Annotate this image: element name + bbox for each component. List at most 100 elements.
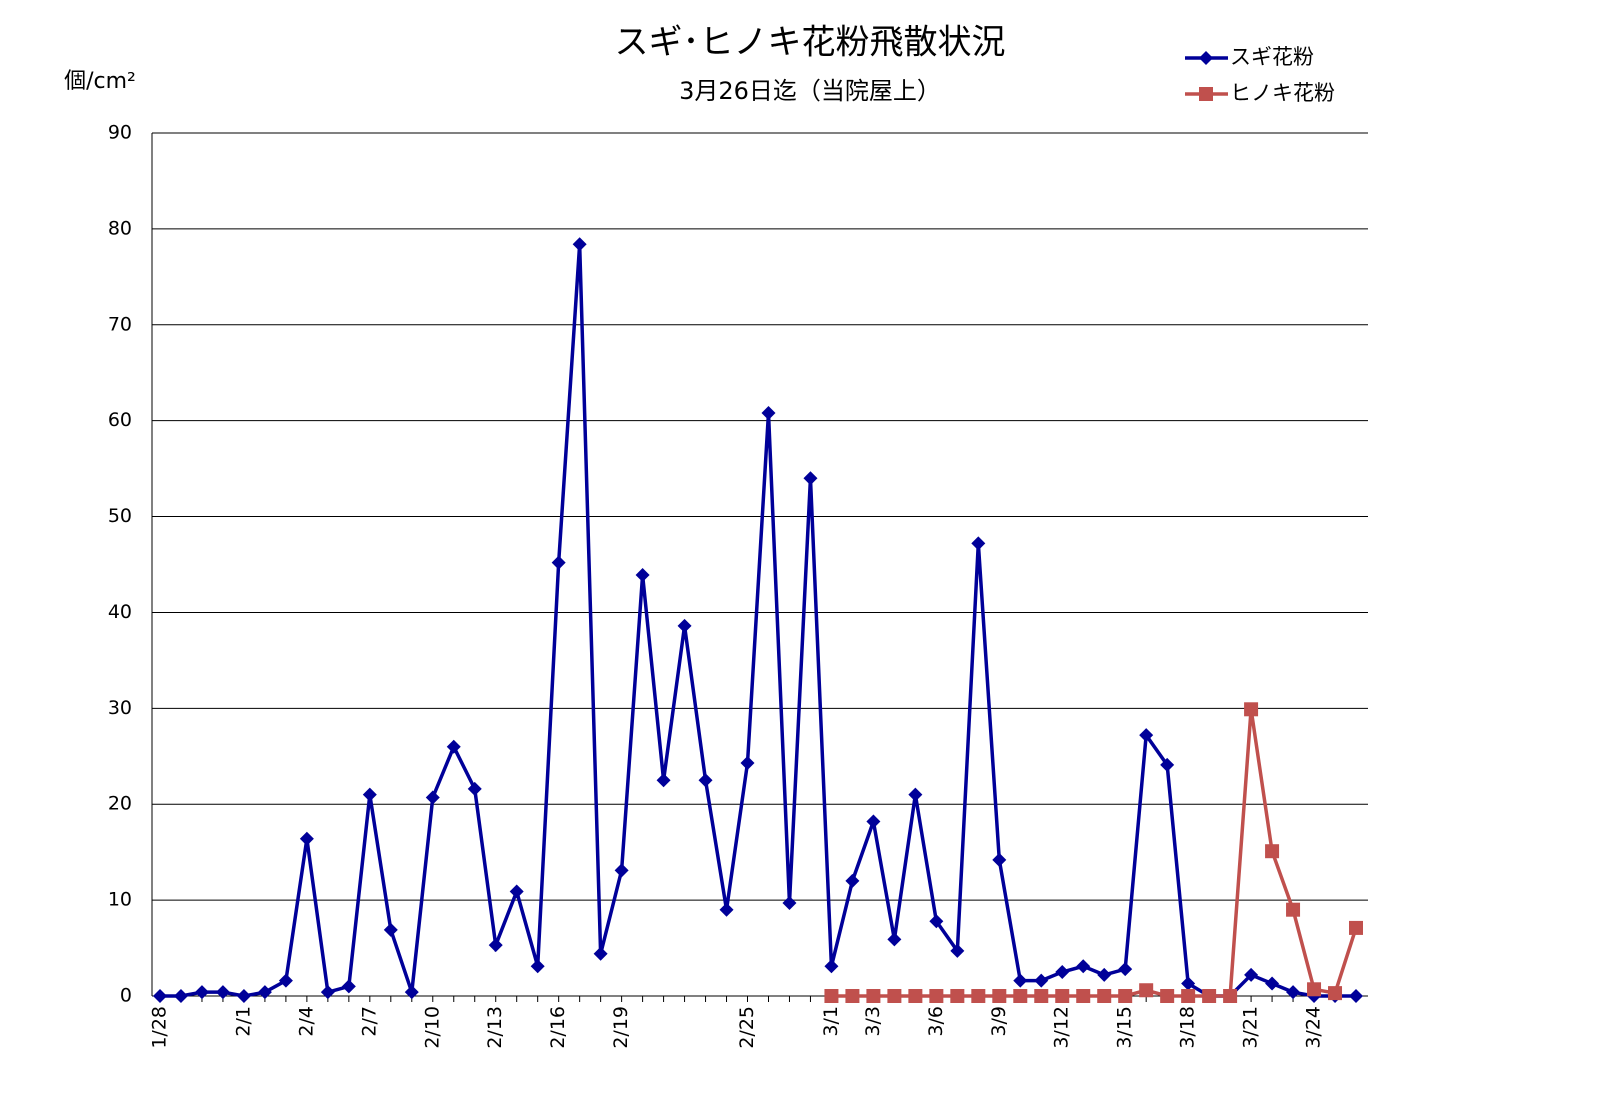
point (824, 989, 839, 1003)
x-tick-label: 2/4 (295, 1006, 317, 1037)
y-tick-label: 60 (108, 409, 132, 431)
point (173, 989, 188, 1003)
point (950, 943, 965, 958)
point (635, 568, 650, 583)
x-tick-label: 3/3 (862, 1006, 884, 1037)
y-tick-label: 30 (108, 697, 132, 719)
point (1160, 989, 1175, 1003)
point (866, 814, 881, 829)
point (1034, 989, 1049, 1003)
y-tick-label: 40 (108, 601, 132, 623)
point (236, 989, 251, 1003)
point (1349, 989, 1363, 1003)
point (1286, 985, 1301, 1000)
point (1181, 989, 1196, 1003)
point (719, 902, 734, 917)
point (698, 773, 713, 788)
y-tick-label: 0 (120, 985, 132, 1007)
point (929, 914, 944, 929)
point (803, 471, 818, 486)
legend-marker (1199, 51, 1213, 65)
point (1034, 973, 1049, 988)
point (1265, 976, 1280, 991)
point (1181, 976, 1196, 991)
x-tick-label: 3/18 (1177, 1006, 1199, 1049)
point (1097, 967, 1112, 982)
y-tick-label: 70 (108, 313, 132, 335)
point (551, 555, 566, 570)
point (761, 405, 776, 420)
point (1055, 965, 1070, 980)
point (467, 781, 482, 796)
point (929, 989, 944, 1003)
legend-marker (1199, 87, 1213, 101)
x-tick-label: 3/21 (1240, 1006, 1262, 1049)
series-line (160, 244, 1356, 998)
x-tick-label: 3/1 (820, 1006, 842, 1037)
y-tick-label: 10 (108, 889, 132, 911)
point (215, 985, 230, 1000)
point (614, 863, 629, 878)
point (1118, 962, 1133, 977)
y-tick-label: 80 (108, 217, 132, 239)
x-tick-label: 1/28 (149, 1006, 171, 1049)
point (845, 989, 860, 1003)
point (1265, 844, 1280, 859)
point (320, 985, 335, 1000)
point (992, 852, 1007, 867)
point (1097, 989, 1112, 1003)
point (887, 989, 902, 1003)
x-tick-label: 2/1 (232, 1006, 254, 1037)
point (1202, 989, 1217, 1003)
point (488, 938, 503, 953)
x-tick-label: 2/16 (547, 1006, 569, 1049)
point (908, 787, 923, 802)
x-tick-label: 3/9 (988, 1006, 1010, 1037)
x-tick-label: 3/15 (1114, 1006, 1136, 1049)
point (992, 989, 1007, 1003)
point (740, 755, 755, 770)
x-tick-label: 2/13 (484, 1006, 506, 1049)
y-tick-label: 90 (108, 122, 132, 144)
point (1013, 973, 1028, 988)
point (1013, 989, 1028, 1003)
point (1244, 702, 1259, 717)
point (1076, 989, 1091, 1003)
point (1286, 902, 1301, 917)
point (593, 946, 608, 961)
point (341, 979, 356, 994)
x-tick-label: 2/7 (358, 1006, 380, 1037)
y-tick-label: 50 (108, 505, 132, 527)
point (1160, 757, 1175, 772)
point (782, 895, 797, 910)
point (1223, 989, 1238, 1003)
point (824, 959, 839, 974)
point (446, 739, 461, 754)
point (1139, 728, 1154, 743)
legend-label: ヒノキ花粉 (1230, 81, 1335, 105)
point (1307, 982, 1322, 997)
y-axis-label: 個/cm² (64, 69, 136, 94)
point (1118, 989, 1133, 1003)
point (971, 536, 986, 551)
point (656, 773, 671, 788)
x-tick-label: 3/12 (1051, 1006, 1073, 1049)
point (1244, 967, 1259, 982)
point (509, 884, 524, 899)
x-tick-label: 2/25 (736, 1006, 758, 1049)
point (971, 989, 986, 1003)
point (153, 989, 167, 1003)
point (1076, 959, 1091, 974)
x-tick-label: 3/6 (925, 1006, 947, 1037)
point (194, 985, 209, 1000)
x-tick-label: 2/19 (610, 1006, 632, 1049)
point (425, 790, 440, 805)
legend-label: スギ花粉 (1230, 45, 1314, 69)
point (908, 989, 923, 1003)
point (278, 973, 293, 988)
x-tick-label: 2/10 (421, 1006, 443, 1049)
point (572, 237, 587, 252)
chart-title: スギ･ヒノキ花粉飛散状況 (615, 23, 1006, 63)
point (404, 985, 419, 1000)
point (1139, 983, 1154, 998)
